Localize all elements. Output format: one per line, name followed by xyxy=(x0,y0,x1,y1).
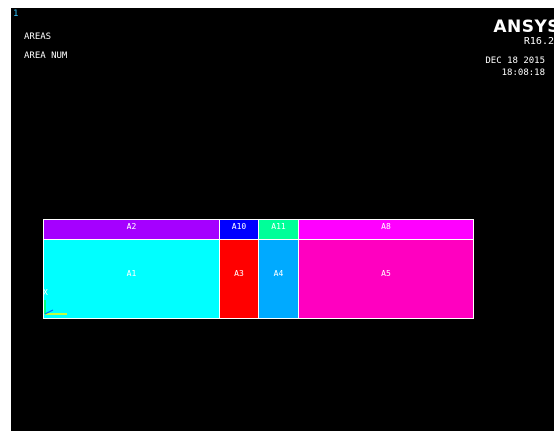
plot-title: AREAS xyxy=(24,32,52,42)
area-a4[interactable]: A4 xyxy=(258,239,299,319)
window-number: 1 xyxy=(13,9,19,19)
triad-axis-label: X xyxy=(43,288,48,297)
area-a5[interactable]: A5 xyxy=(298,239,474,319)
axis-triad-icon: X xyxy=(43,286,73,316)
plot-subtitle: AREA NUM xyxy=(24,51,68,61)
version-label: R16.2 xyxy=(523,36,554,47)
date-label: DEC 18 2015 xyxy=(485,56,545,66)
ansys-logo: ANSYS xyxy=(493,17,554,37)
area-a10[interactable]: A10 xyxy=(219,219,259,240)
area-a11[interactable]: A11 xyxy=(258,219,299,240)
area-a2[interactable]: A2 xyxy=(43,219,220,240)
graphics-window[interactable]: 1 AREAS AREA NUM ANSYS R16.2 DEC 18 2015… xyxy=(11,8,554,431)
area-a3[interactable]: A3 xyxy=(219,239,259,319)
time-label: 18:08:18 xyxy=(501,68,545,78)
area-a1[interactable]: A1 xyxy=(43,239,220,319)
area-a8[interactable]: A8 xyxy=(298,219,474,240)
